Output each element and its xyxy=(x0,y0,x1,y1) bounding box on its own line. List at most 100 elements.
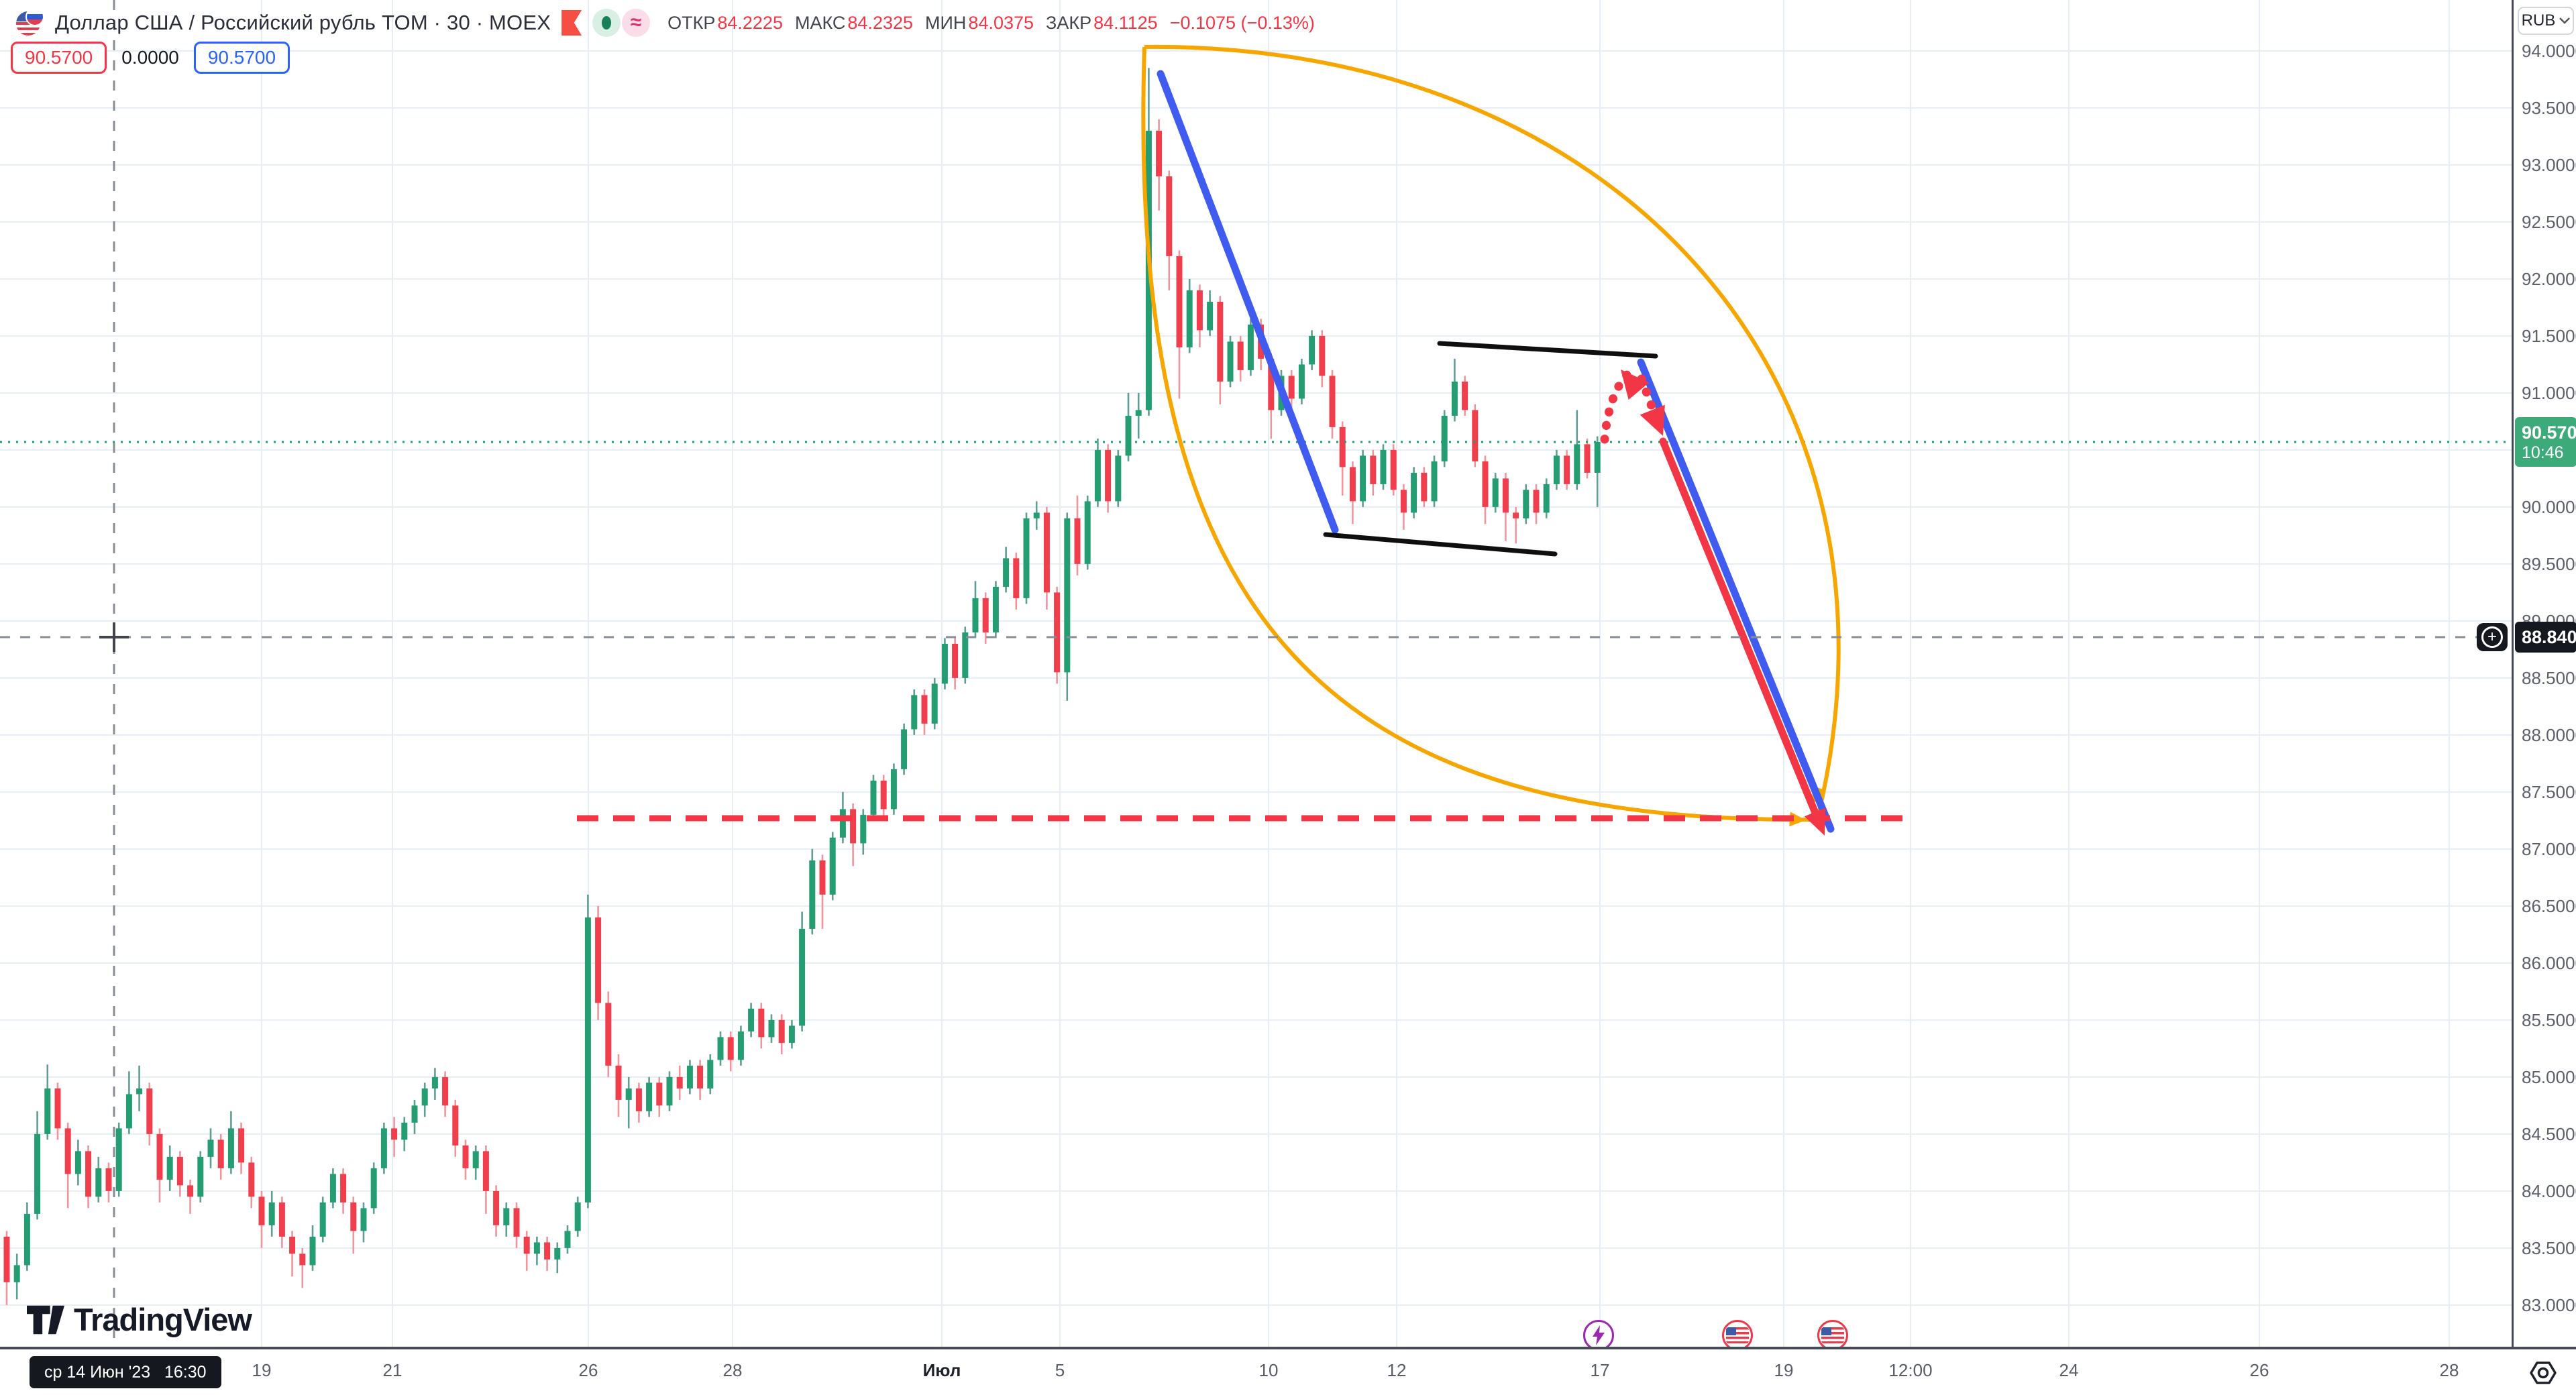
ohlc-values: ОТКР 84.2225 МАКС 84.2325 МИН 84.0375 ЗАКР 8… xyxy=(667,13,1315,34)
candle xyxy=(1064,518,1071,673)
candle xyxy=(1247,324,1254,370)
close-value: 84.1125 xyxy=(1093,12,1158,33)
market-status-icon[interactable] xyxy=(592,9,621,37)
candle xyxy=(799,928,806,1026)
candle xyxy=(125,1094,132,1129)
candle xyxy=(544,1242,551,1260)
us-economic-event-icon[interactable] xyxy=(1722,1320,1753,1351)
candle xyxy=(697,1065,704,1089)
candle xyxy=(431,1076,438,1089)
candle xyxy=(1380,449,1387,484)
bar-countdown: 10:46 xyxy=(2522,443,2564,462)
candle xyxy=(1472,410,1479,461)
delayed-data-icon[interactable]: ≈ xyxy=(622,9,651,37)
candle xyxy=(3,1236,10,1282)
candle xyxy=(615,1065,622,1100)
last-price-badge: 90.5700 10:46 xyxy=(2515,417,2576,467)
currency-selector[interactable]: RUB xyxy=(2518,7,2574,35)
candle xyxy=(635,1088,642,1111)
candle xyxy=(217,1139,224,1168)
time-tick: 5 xyxy=(1055,1360,1065,1380)
price-tick: 83.0000 xyxy=(2522,1294,2576,1315)
candle xyxy=(1288,376,1295,399)
price-tick: 85.5000 xyxy=(2522,1009,2576,1030)
blue-trend-line-1[interactable] xyxy=(1157,70,1339,534)
candle xyxy=(187,1185,194,1197)
candle xyxy=(870,780,877,815)
time-tick: 19 xyxy=(252,1360,272,1380)
plus-circle-button[interactable]: + xyxy=(2477,623,2508,651)
candle xyxy=(227,1128,234,1168)
time-tick: 28 xyxy=(722,1360,743,1380)
candle xyxy=(85,1151,92,1197)
candle xyxy=(197,1156,204,1197)
channel-line-bottom[interactable] xyxy=(1323,532,1558,557)
candle xyxy=(299,1253,306,1266)
candle xyxy=(156,1133,163,1180)
drawing-price-labels: 90.5700 0.0000 90.5700 xyxy=(11,42,290,74)
price-tick: 85.0000 xyxy=(2522,1066,2576,1087)
symbol-title[interactable]: Доллар США / Российский рубль TOM · 30 ·… xyxy=(55,11,551,34)
price-tick: 86.5000 xyxy=(2522,895,2576,916)
candle xyxy=(1003,558,1010,587)
candle xyxy=(1217,301,1224,382)
high-value: 84.2325 xyxy=(847,12,914,33)
close-label: ЗАКР xyxy=(1046,12,1092,33)
candle xyxy=(839,809,846,838)
crosshair-date-badge: ср 14 Июн '23 16:30 xyxy=(30,1356,221,1388)
candle xyxy=(23,1213,30,1266)
candle xyxy=(1156,130,1163,176)
candle xyxy=(1400,490,1407,513)
red-projection-line[interactable] xyxy=(1659,437,1819,817)
candle xyxy=(1523,490,1529,518)
candle xyxy=(380,1128,387,1168)
chart-canvas[interactable] xyxy=(0,0,2512,1347)
candle xyxy=(829,837,836,895)
price-axis[interactable]: RUB 90.5700 10:46 88.8400 94.0000 93.5000… xyxy=(2512,0,2576,1347)
price-tick: 90.0000 xyxy=(2522,496,2576,517)
time-tick: 26 xyxy=(2249,1360,2269,1380)
candle xyxy=(268,1202,275,1225)
candle xyxy=(74,1151,81,1174)
candle xyxy=(758,1008,765,1038)
candle xyxy=(207,1139,214,1157)
candle xyxy=(666,1076,673,1106)
channel-line-top[interactable] xyxy=(1437,341,1658,359)
candle xyxy=(278,1202,285,1237)
candle xyxy=(778,1019,785,1043)
open-label: ОТКР xyxy=(667,12,716,33)
tradingview-logo[interactable]: TradingView xyxy=(27,1301,252,1338)
candle xyxy=(605,1003,612,1066)
time-axis[interactable]: ср 14 Июн '23 16:30 19 21 26 28 Июл 5 10 12 17 19… xyxy=(0,1347,2576,1395)
candle xyxy=(105,1168,112,1191)
leaf-curve-upper[interactable] xyxy=(1144,44,1841,820)
candle xyxy=(992,586,999,632)
time-tick: 17 xyxy=(1590,1360,1610,1380)
blue-trend-line-2[interactable] xyxy=(1637,358,1835,833)
price-tick: 83.5000 xyxy=(2522,1237,2576,1258)
leaf-curve-lower[interactable] xyxy=(1141,46,1818,822)
candle xyxy=(1349,467,1356,502)
candle xyxy=(289,1236,296,1254)
candle xyxy=(533,1242,540,1254)
candle xyxy=(1176,256,1183,347)
candle xyxy=(493,1190,500,1225)
candle xyxy=(941,643,948,684)
candle xyxy=(411,1105,418,1123)
price-tick: 84.0000 xyxy=(2522,1180,2576,1201)
candle xyxy=(1564,455,1570,484)
axis-settings-icon[interactable] xyxy=(2528,1357,2559,1388)
candle xyxy=(64,1128,71,1174)
candle xyxy=(686,1065,693,1089)
dotted-arrow-up[interactable] xyxy=(1600,370,1632,444)
zero-price-label: 0.0000 xyxy=(121,47,179,68)
change-value: −0.1075 (−0.13%) xyxy=(1169,12,1315,33)
candle xyxy=(1207,301,1214,331)
candle xyxy=(360,1208,367,1231)
candle xyxy=(462,1145,469,1168)
candle xyxy=(340,1174,347,1203)
candle xyxy=(1390,449,1397,490)
candle xyxy=(860,814,867,844)
candle xyxy=(146,1088,153,1134)
time-tick: 24 xyxy=(2059,1360,2079,1380)
